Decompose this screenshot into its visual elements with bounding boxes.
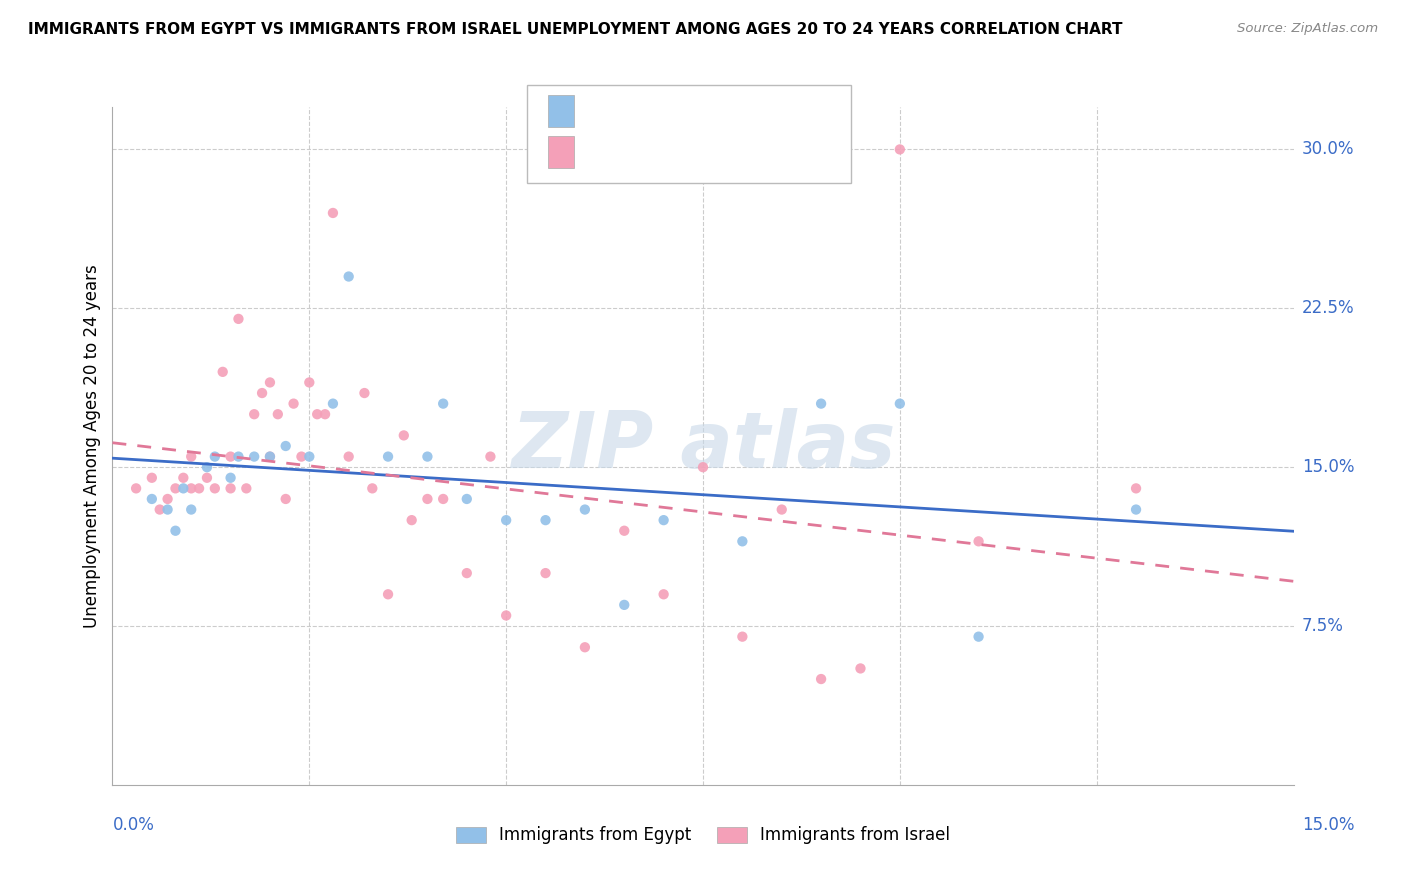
Point (188, 482, 211, 496)
Text: 29: 29 (714, 91, 735, 110)
Point (267, 407, 290, 421)
Point (283, 396, 305, 410)
Point (456, 491, 478, 506)
Point (141, 491, 163, 506)
Legend: Immigrants from Egypt, Immigrants from Israel: Immigrants from Egypt, Immigrants from I… (456, 826, 950, 845)
Point (195, 460, 218, 475)
Point (810, 672, 832, 686)
Point (290, 450, 312, 464)
Point (172, 471, 194, 485)
Point (314, 407, 336, 421)
Point (149, 502, 172, 516)
Point (259, 450, 281, 464)
Point (165, 524, 187, 538)
Point (156, 491, 179, 506)
Point (204, 482, 226, 496)
Point (211, 365, 233, 379)
Point (810, 396, 832, 410)
Text: R =: R = (581, 91, 617, 110)
Point (495, 608, 517, 623)
Point (692, 460, 714, 475)
Point (731, 534, 754, 549)
Text: 51: 51 (714, 132, 735, 151)
Y-axis label: Unemployment Among Ages 20 to 24 years: Unemployment Among Ages 20 to 24 years (83, 264, 101, 628)
Point (432, 396, 454, 410)
Point (259, 450, 281, 464)
Point (353, 386, 375, 401)
Point (534, 566, 557, 581)
Point (479, 450, 502, 464)
Point (889, 143, 911, 157)
Point (849, 661, 872, 675)
Point (377, 587, 399, 601)
Point (195, 471, 218, 485)
Text: IMMIGRANTS FROM EGYPT VS IMMIGRANTS FROM ISRAEL UNEMPLOYMENT AMONG AGES 20 TO 24: IMMIGRANTS FROM EGYPT VS IMMIGRANTS FROM… (28, 22, 1122, 37)
Text: 22.5%: 22.5% (1302, 300, 1354, 318)
Point (219, 450, 242, 464)
Point (456, 566, 478, 581)
Text: R =: R = (581, 132, 617, 151)
Point (574, 640, 596, 655)
Point (259, 376, 281, 390)
Point (235, 482, 257, 496)
Point (180, 450, 202, 464)
Point (416, 450, 439, 464)
Point (274, 439, 297, 453)
Point (337, 269, 360, 284)
Text: 0.0%: 0.0% (112, 815, 155, 833)
Text: 0.100: 0.100 (620, 132, 672, 151)
Point (1125, 502, 1147, 516)
Point (228, 312, 250, 326)
Point (156, 502, 179, 516)
Text: 15.0%: 15.0% (1302, 458, 1354, 476)
Point (889, 396, 911, 410)
Text: 15.0%: 15.0% (1302, 815, 1354, 833)
Text: 7.5%: 7.5% (1302, 617, 1344, 635)
Point (298, 450, 321, 464)
Point (180, 482, 202, 496)
Point (219, 471, 242, 485)
Point (172, 482, 194, 496)
Point (401, 513, 423, 527)
Text: Source: ZipAtlas.com: Source: ZipAtlas.com (1237, 22, 1378, 36)
Point (652, 587, 675, 601)
Text: N =: N = (676, 91, 724, 110)
Point (307, 407, 329, 421)
Point (219, 482, 242, 496)
Point (361, 482, 384, 496)
Point (432, 491, 454, 506)
Point (337, 450, 360, 464)
Text: N =: N = (676, 132, 724, 151)
Text: -0.018: -0.018 (620, 91, 673, 110)
Point (731, 630, 754, 644)
Point (613, 524, 636, 538)
Point (1125, 482, 1147, 496)
Text: 30.0%: 30.0% (1302, 140, 1354, 159)
Point (770, 502, 793, 516)
Point (204, 450, 226, 464)
Point (274, 491, 297, 506)
Point (613, 598, 636, 612)
Point (141, 471, 163, 485)
Point (298, 376, 321, 390)
Point (180, 502, 202, 516)
Point (574, 502, 596, 516)
Point (250, 386, 273, 401)
Point (243, 407, 266, 421)
Point (165, 482, 187, 496)
Point (534, 513, 557, 527)
Point (416, 491, 439, 506)
Point (228, 450, 250, 464)
Point (243, 450, 266, 464)
Point (125, 482, 148, 496)
Point (652, 513, 675, 527)
Point (967, 534, 990, 549)
Text: ZIP atlas: ZIP atlas (510, 408, 896, 484)
Point (322, 396, 344, 410)
Point (377, 450, 399, 464)
Point (392, 428, 415, 442)
Point (495, 513, 517, 527)
Point (967, 630, 990, 644)
Point (322, 206, 344, 220)
